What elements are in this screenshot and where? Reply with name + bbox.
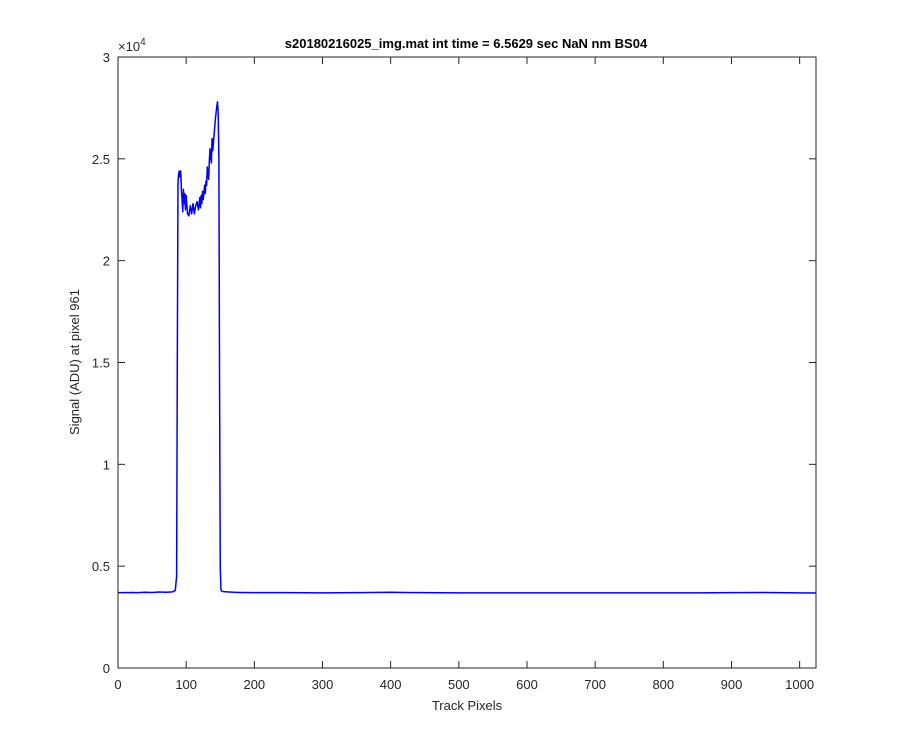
y-tick-label: 2.5 [92,152,110,167]
y-tick-label: 3 [103,50,110,65]
x-tick-label: 600 [516,677,538,692]
y-exponent-label: ×104 [118,37,146,54]
chart-title: s20180216025_img.mat int time = 6.5629 s… [285,36,648,51]
y-tick-label: 0.5 [92,559,110,574]
x-axis: 0 100 200 300 400 500 600 700 800 900 1000 [114,57,814,692]
series-layer [118,101,816,594]
x-tick-label: 1000 [785,677,814,692]
x-tick-label: 100 [175,677,197,692]
y-tick-label: 0 [103,661,110,676]
x-tick-label: 500 [448,677,470,692]
x-tick-label: 0 [114,677,121,692]
x-axis-label: Track Pixels [432,698,503,713]
x-tick-label: 200 [243,677,265,692]
axes-background [118,57,816,668]
x-tick-label: 400 [380,677,402,692]
x-tick-label: 300 [312,677,334,692]
y-tick-label: 2 [103,254,110,269]
y-tick-label: 1 [103,457,110,472]
x-tick-label: 800 [652,677,674,692]
series-line [118,101,816,594]
x-tick-label: 700 [584,677,606,692]
plot-area [117,56,817,669]
y-axis: 0 0.5 1 1.5 2 2.5 3 [92,50,816,676]
y-axis-label: Signal (ADU) at pixel 961 [67,289,82,435]
y-tick-label: 1.5 [92,356,110,371]
x-tick-label: 900 [721,677,743,692]
